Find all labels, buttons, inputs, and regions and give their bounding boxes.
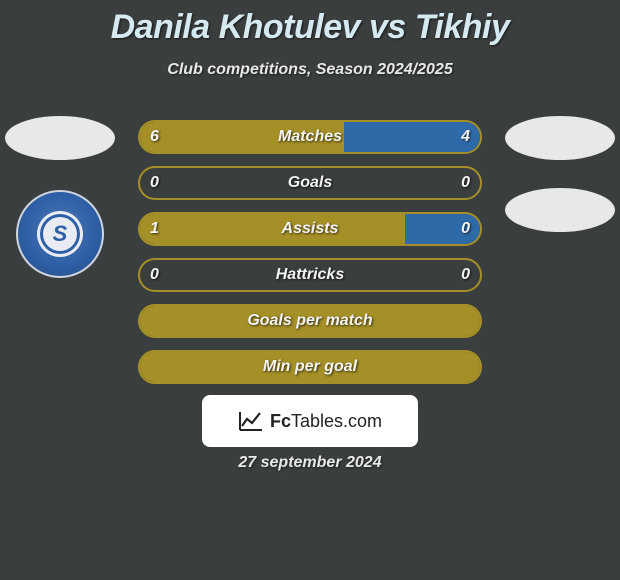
right-player-column (500, 116, 620, 232)
stat-value-right: 0 (461, 220, 470, 238)
stat-fill-left (140, 122, 344, 152)
stat-label: Hattricks (140, 266, 480, 284)
stat-row-goals-per-match: Goals per match (138, 304, 482, 338)
stat-fill-left (140, 306, 480, 336)
player-photo-left (5, 116, 115, 160)
stat-row-hattricks: 0 0Hattricks (138, 258, 482, 292)
chart-icon (238, 410, 264, 432)
stat-value-left: 0 (150, 174, 159, 192)
page-title: Danila Khotulev vs Tikhiy (0, 0, 620, 47)
stat-value-left: 6 (150, 128, 159, 146)
stat-row-assists: 10Assists (138, 212, 482, 246)
player-photo-right (505, 116, 615, 160)
stat-row-goals: 0 0Goals (138, 166, 482, 200)
stat-value-left: 1 (150, 220, 159, 238)
stat-fill-left (140, 352, 480, 382)
source-badge: FcTables.com (202, 395, 418, 447)
stats-comparison-chart: 64Matches00Goals10Assists00HattricksGoal… (138, 120, 482, 396)
stat-fill-left (140, 214, 405, 244)
stat-fill-right (344, 122, 480, 152)
club-badge-right (505, 188, 615, 232)
footer-date: 27 september 2024 (0, 454, 620, 472)
stat-value-left: 0 (150, 266, 159, 284)
left-player-column: S (0, 116, 120, 278)
stat-value-right: 0 (461, 266, 470, 284)
stat-value-right: 0 (461, 174, 470, 192)
club-initial-left: S (40, 214, 80, 254)
stat-value-right: 4 (461, 128, 470, 146)
page-subtitle: Club competitions, Season 2024/2025 (0, 61, 620, 79)
club-badge-left: S (16, 190, 104, 278)
source-brand-text: FcTables.com (270, 411, 382, 432)
stat-row-min-per-goal: Min per goal (138, 350, 482, 384)
stat-row-matches: 64Matches (138, 120, 482, 154)
stat-label: Goals (140, 174, 480, 192)
